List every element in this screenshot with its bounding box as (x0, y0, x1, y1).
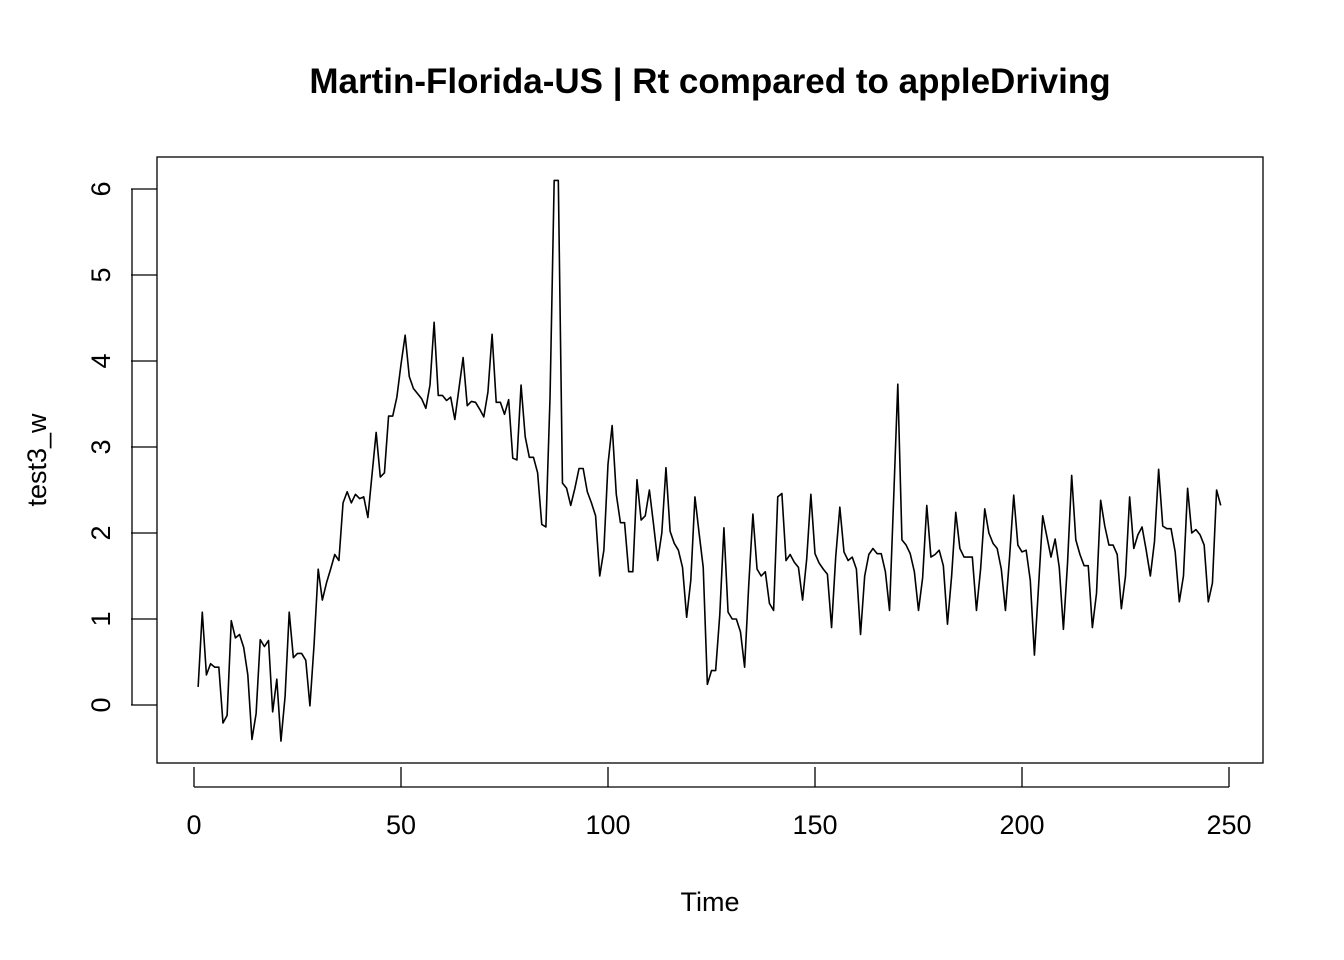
x-axis: 0 50 100 150 200 250 (186, 767, 1252, 840)
series-line (197, 179, 1222, 742)
x-tick-label: 200 (999, 810, 1044, 840)
y-tick-label: 0 (86, 697, 116, 712)
chart-title: Martin-Florida-US | Rt compared to apple… (309, 62, 1110, 101)
x-axis-label: Time (681, 887, 740, 917)
x-tick-label: 0 (186, 810, 201, 840)
y-axis: 0 1 2 3 4 5 6 (86, 181, 157, 713)
y-tick-label: 1 (86, 611, 116, 626)
y-axis-label: test3_w (22, 413, 52, 507)
x-tick-label: 50 (386, 810, 416, 840)
y-tick-label: 2 (86, 525, 116, 540)
y-tick-label: 5 (86, 267, 116, 282)
plot-frame (156, 156, 1264, 764)
x-tick-label: 250 (1206, 810, 1251, 840)
y-tick-label: 3 (86, 439, 116, 454)
y-tick-label: 4 (86, 353, 116, 368)
x-tick-label: 100 (585, 810, 630, 840)
x-tick-label: 150 (792, 810, 837, 840)
y-tick-label: 6 (86, 181, 116, 196)
